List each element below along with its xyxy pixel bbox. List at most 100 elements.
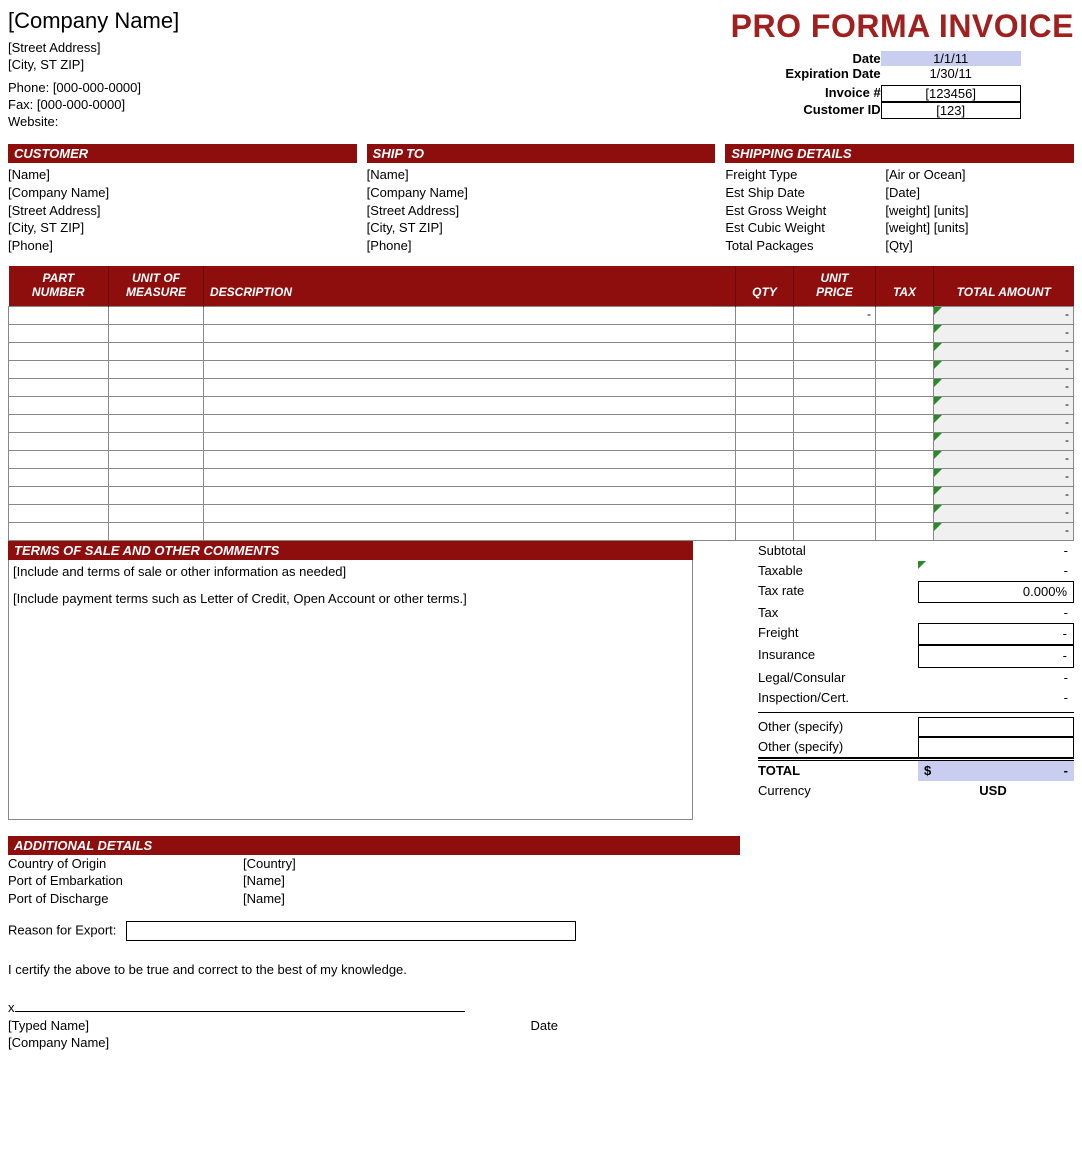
table-cell[interactable] [9, 414, 109, 432]
table-cell[interactable]: - [934, 342, 1074, 360]
table-cell[interactable] [9, 432, 109, 450]
table-cell[interactable] [9, 342, 109, 360]
table-cell[interactable] [736, 522, 794, 540]
table-cell[interactable] [9, 450, 109, 468]
table-row[interactable]: - [9, 522, 1074, 540]
table-cell[interactable] [204, 396, 736, 414]
table-cell[interactable] [876, 396, 934, 414]
table-cell[interactable]: - [794, 306, 876, 324]
table-cell[interactable] [204, 306, 736, 324]
table-row[interactable]: - [9, 324, 1074, 342]
table-cell[interactable] [109, 486, 204, 504]
table-cell[interactable] [876, 360, 934, 378]
table-cell[interactable] [9, 378, 109, 396]
table-row[interactable]: - [9, 504, 1074, 522]
other1-value[interactable] [918, 717, 1074, 737]
table-cell[interactable] [736, 414, 794, 432]
table-cell[interactable] [794, 396, 876, 414]
table-cell[interactable] [794, 378, 876, 396]
table-cell[interactable] [204, 432, 736, 450]
table-cell[interactable] [204, 450, 736, 468]
taxrate-value[interactable]: 0.000% [918, 581, 1074, 603]
table-cell[interactable] [9, 522, 109, 540]
table-row[interactable]: - [9, 432, 1074, 450]
table-cell[interactable] [109, 306, 204, 324]
table-cell[interactable] [9, 324, 109, 342]
table-cell[interactable]: - [934, 324, 1074, 342]
table-cell[interactable] [204, 360, 736, 378]
table-cell[interactable]: - [934, 396, 1074, 414]
signature-line[interactable] [15, 1011, 465, 1012]
table-cell[interactable] [876, 432, 934, 450]
table-cell[interactable] [794, 360, 876, 378]
table-row[interactable]: - [9, 342, 1074, 360]
table-row[interactable]: - [9, 468, 1074, 486]
table-cell[interactable] [736, 378, 794, 396]
table-cell[interactable] [794, 468, 876, 486]
table-cell[interactable] [9, 360, 109, 378]
table-cell[interactable] [794, 504, 876, 522]
table-cell[interactable] [109, 396, 204, 414]
table-cell[interactable] [204, 504, 736, 522]
table-row[interactable]: - [9, 378, 1074, 396]
table-cell[interactable] [876, 468, 934, 486]
table-cell[interactable] [204, 378, 736, 396]
table-cell[interactable]: - [934, 414, 1074, 432]
table-cell[interactable] [736, 360, 794, 378]
table-cell[interactable] [9, 468, 109, 486]
table-cell[interactable] [876, 486, 934, 504]
table-row[interactable]: - [9, 414, 1074, 432]
table-cell[interactable] [9, 396, 109, 414]
table-cell[interactable] [876, 378, 934, 396]
table-cell[interactable] [794, 414, 876, 432]
table-cell[interactable]: - [934, 378, 1074, 396]
table-cell[interactable]: - [934, 486, 1074, 504]
table-cell[interactable] [109, 450, 204, 468]
table-cell[interactable] [109, 414, 204, 432]
table-cell[interactable] [876, 504, 934, 522]
table-cell[interactable]: - [934, 306, 1074, 324]
freight-value[interactable]: - [918, 623, 1074, 645]
table-cell[interactable]: - [934, 450, 1074, 468]
table-cell[interactable] [204, 414, 736, 432]
table-cell[interactable] [109, 378, 204, 396]
table-cell[interactable]: - [934, 432, 1074, 450]
table-cell[interactable] [9, 306, 109, 324]
table-cell[interactable] [736, 486, 794, 504]
table-cell[interactable]: - [934, 522, 1074, 540]
table-cell[interactable] [794, 522, 876, 540]
table-cell[interactable] [204, 486, 736, 504]
table-cell[interactable] [109, 360, 204, 378]
table-cell[interactable] [794, 432, 876, 450]
table-row[interactable]: - [9, 360, 1074, 378]
table-cell[interactable] [204, 324, 736, 342]
table-cell[interactable] [794, 342, 876, 360]
table-cell[interactable] [109, 522, 204, 540]
table-cell[interactable]: - [934, 468, 1074, 486]
table-row[interactable]: - [9, 486, 1074, 504]
table-cell[interactable] [794, 450, 876, 468]
table-cell[interactable] [204, 342, 736, 360]
table-cell[interactable] [9, 486, 109, 504]
insurance-value[interactable]: - [918, 645, 1074, 667]
table-cell[interactable] [109, 468, 204, 486]
table-cell[interactable] [794, 324, 876, 342]
table-cell[interactable] [876, 306, 934, 324]
table-cell[interactable] [204, 468, 736, 486]
table-row[interactable]: - [9, 450, 1074, 468]
table-cell[interactable] [109, 432, 204, 450]
customer-id-value[interactable]: [123] [881, 102, 1021, 119]
table-cell[interactable] [876, 342, 934, 360]
table-cell[interactable] [109, 342, 204, 360]
table-cell[interactable] [204, 522, 736, 540]
table-cell[interactable] [876, 324, 934, 342]
table-cell[interactable] [736, 432, 794, 450]
table-cell[interactable] [736, 396, 794, 414]
table-cell[interactable] [876, 414, 934, 432]
table-cell[interactable]: - [934, 360, 1074, 378]
table-cell[interactable] [736, 504, 794, 522]
date-value[interactable]: 1/1/11 [881, 51, 1021, 66]
table-cell[interactable] [876, 450, 934, 468]
invoice-number-value[interactable]: [123456] [881, 85, 1021, 102]
table-row[interactable]: - [9, 396, 1074, 414]
